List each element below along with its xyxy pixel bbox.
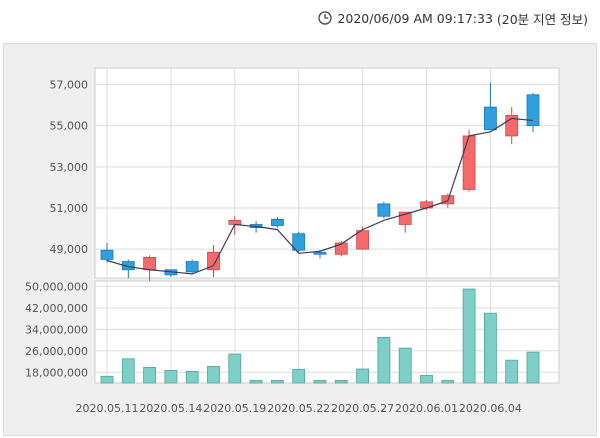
volume-bar — [462, 288, 476, 384]
candle-body — [228, 219, 242, 225]
candle-body — [121, 261, 135, 271]
volume-bar — [228, 353, 242, 384]
x-tick-label: 2020.06.04 — [459, 402, 522, 415]
volume-bar — [377, 336, 391, 384]
price-y-tick-label: 55,000 — [50, 120, 89, 133]
candle-body — [526, 94, 540, 127]
volume-bar — [207, 365, 220, 384]
volume-bar — [100, 375, 114, 384]
x-tick-label: 2020.05.27 — [331, 402, 394, 415]
volume-bar — [164, 369, 178, 384]
candle-body — [292, 233, 306, 251]
volume-bar — [420, 375, 433, 384]
volume-bar — [483, 312, 497, 384]
volume-y-tick-label: 42,000,000 — [25, 302, 88, 315]
volume-y-tick-label: 18,000,000 — [25, 366, 88, 379]
x-axis: 2020.05.11 2020.05.14 2020.05.19 2020.05.22… — [76, 402, 522, 415]
volume-y-axis: 18,000,000 26,000,000 34,000,000 42,000,000… — [25, 280, 88, 379]
x-tick-label: 2020.05.19 — [203, 402, 266, 415]
timestamp-text: 2020/06/09 AM 09:17:33 — [337, 10, 493, 26]
candle-body — [377, 203, 391, 217]
price-y-tick-label: 53,000 — [50, 161, 89, 174]
stock-chart: 49,000 51,000 53,000 55,000 57,000 18,000,00… — [25, 67, 560, 415]
price-gridlines — [95, 68, 559, 278]
volume-bar — [441, 380, 455, 384]
price-y-tick-label: 51,000 — [50, 202, 89, 215]
candle-body — [462, 135, 476, 190]
volume-bar — [505, 359, 519, 384]
candle-body — [207, 251, 220, 271]
volume-bar — [121, 358, 135, 384]
header-timestamp-bar: 2020/06/09 AM 09:17:33 (20분 지연 정보) — [0, 0, 600, 36]
volume-bars — [100, 288, 540, 384]
volume-bar — [334, 380, 348, 384]
x-tick-label: 2020.05.22 — [267, 402, 330, 415]
volume-bar — [292, 368, 306, 384]
candle-body — [270, 218, 284, 226]
candle-body — [483, 106, 497, 131]
candle-body — [185, 261, 199, 273]
candle-body — [356, 230, 370, 250]
price-y-tick-label: 57,000 — [50, 78, 89, 91]
price-plot-area — [94, 67, 560, 279]
volume-bar — [185, 371, 199, 384]
volume-bar — [526, 351, 540, 384]
price-y-axis: 49,000 51,000 53,000 55,000 57,000 — [50, 78, 89, 256]
volume-bar — [398, 347, 412, 384]
volume-bar — [249, 380, 263, 384]
x-tick-label: 2020.05.11 — [76, 402, 139, 415]
x-tick-label: 2020.06.01 — [395, 402, 458, 415]
volume-gridlines — [95, 281, 559, 383]
candle-body — [313, 251, 327, 255]
volume-bar — [270, 380, 284, 384]
volume-y-tick-label: 34,000,000 — [25, 323, 88, 336]
volume-bar — [143, 367, 157, 384]
candle-body — [100, 249, 114, 260]
delay-note: (20분 지연 정보) — [496, 11, 588, 27]
volume-y-tick-label: 26,000,000 — [25, 345, 88, 358]
stock-chart-panel: 49,000 51,000 53,000 55,000 57,000 18,000,00… — [3, 43, 597, 436]
volume-plot-area — [94, 280, 560, 384]
moving-average — [106, 117, 534, 275]
candle-body — [334, 242, 348, 255]
volume-bar — [356, 368, 370, 384]
volume-bar — [313, 380, 327, 384]
moving-average-line — [106, 117, 534, 275]
x-tick-label: 2020.05.14 — [139, 402, 202, 415]
clock-icon — [318, 11, 333, 25]
volume-y-tick-label: 50,000,000 — [25, 280, 88, 293]
candle-body — [143, 257, 157, 271]
price-y-tick-label: 49,000 — [50, 243, 89, 256]
